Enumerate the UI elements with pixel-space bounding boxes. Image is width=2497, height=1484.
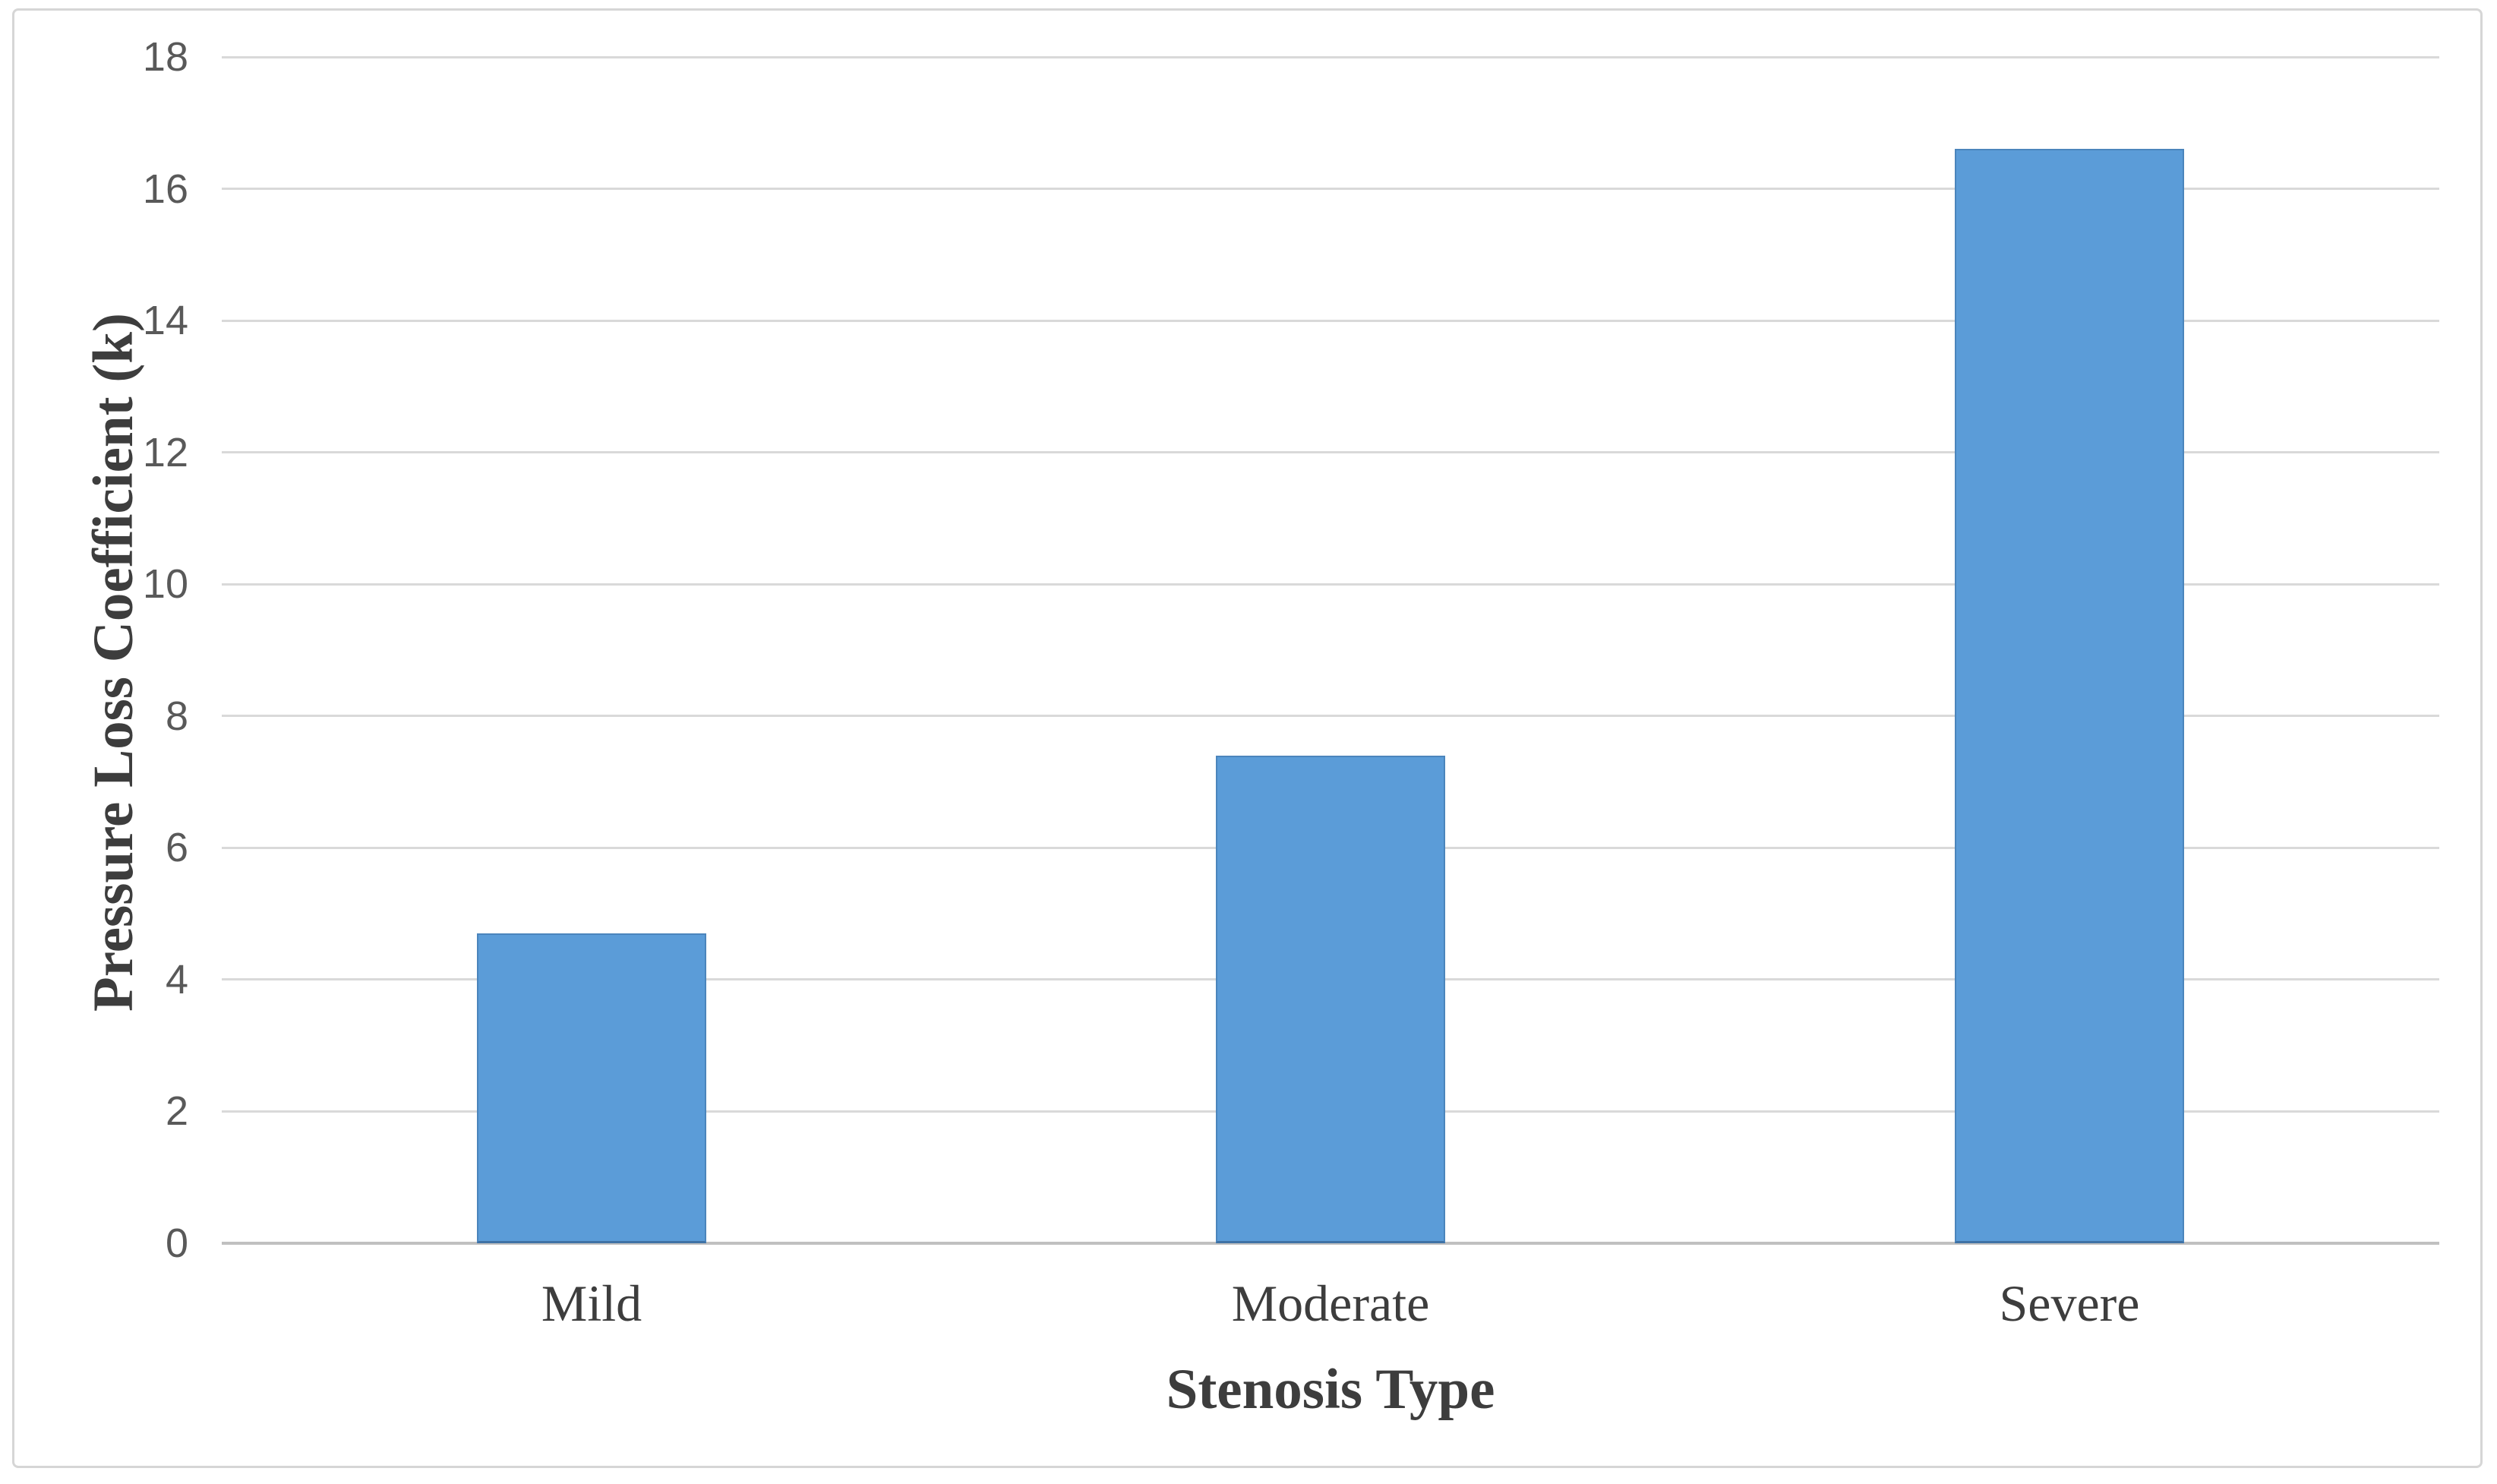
bar-mild (477, 933, 706, 1243)
y-tick-label-18: 18 (142, 34, 188, 80)
y-tick-label-6: 6 (165, 825, 188, 871)
y-axis-title: Pressure Loss Coefficient (k) (82, 313, 145, 1012)
y-tick-label-4: 4 (165, 956, 188, 1002)
x-axis-title: Stenosis Type (1166, 1358, 1495, 1421)
bar-moderate (1216, 756, 1445, 1243)
y-tick-label-8: 8 (165, 693, 188, 739)
category-label-mild: Mild (541, 1274, 642, 1332)
category-label-moderate: Moderate (1231, 1274, 1430, 1332)
y-tick-label-12: 12 (142, 429, 188, 475)
gridline-14 (222, 319, 2439, 322)
plot-area (222, 55, 2439, 1245)
gridline-8 (222, 715, 2439, 718)
gridline-10 (222, 583, 2439, 586)
y-tick-label-10: 10 (142, 561, 188, 608)
y-tick-label-14: 14 (142, 298, 188, 344)
gridline-16 (222, 188, 2439, 191)
category-label-severe: Severe (1999, 1274, 2140, 1332)
x-axis-baseline (222, 1242, 2439, 1245)
y-tick-label-0: 0 (165, 1220, 188, 1266)
bar-severe (1955, 149, 2184, 1243)
y-tick-label-2: 2 (165, 1088, 188, 1135)
gridline-18 (222, 55, 2439, 58)
gridline-12 (222, 451, 2439, 454)
y-tick-label-16: 16 (142, 166, 188, 212)
